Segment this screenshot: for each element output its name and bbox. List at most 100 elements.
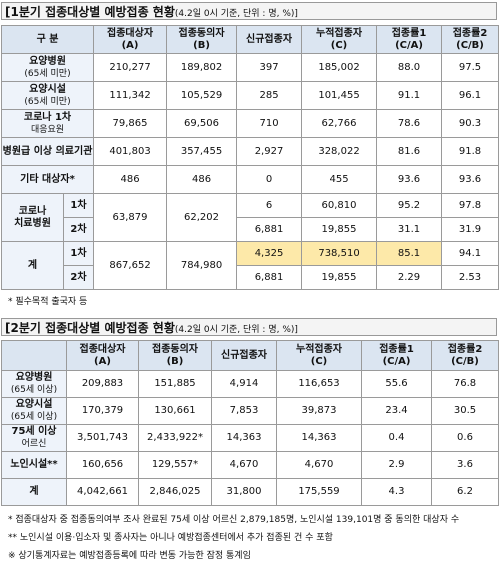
header-cell: 접종률1 (C/A) xyxy=(361,340,432,371)
cell-line: 코로나 1차 xyxy=(23,111,72,123)
row-label: 요양병원 (65세 이상) xyxy=(1,370,67,398)
header-cell: 접종동의자 (B) xyxy=(166,25,238,54)
cell: 175,559 xyxy=(276,478,362,506)
row-label: 코로나 1차 대응요원 xyxy=(0,109,95,138)
cell: 88.0 xyxy=(376,53,443,82)
table1-note: (4.2일 0시 기준, 단위 : 명, %)] xyxy=(174,9,298,19)
cell-line: 어르신 xyxy=(21,439,47,449)
row-label: 노인시설** xyxy=(1,451,67,479)
header-cell: 신규접종자 xyxy=(211,340,277,371)
cell-line: (65세 미만) xyxy=(24,96,71,107)
cell-line: 접종률1 xyxy=(391,27,427,39)
cell: 3,501,743 xyxy=(66,424,139,452)
cell-line: (65세 이상) xyxy=(10,412,58,422)
cell: 328,022 xyxy=(301,137,378,166)
header-cell: 접종동의자 (B) xyxy=(138,340,212,371)
cell: 7,853 xyxy=(211,397,277,425)
table2: 접종대상자 (A) 접종동의자 (B) 신규접종자 누적접종자 (C) 접종률1 (C/A) 접종… xyxy=(1,340,499,506)
cell: 6,881 xyxy=(236,217,303,242)
cell-line: 요양병원 xyxy=(29,55,66,67)
data-row: 요양시설 (65세 미만) 111,342 105,529 285 101,455 91.1… xyxy=(0,81,500,110)
cell: 101,455 xyxy=(301,81,378,110)
cell-line: 노인시설** xyxy=(10,459,58,470)
note: ** 노인시설 이용·입소자 및 종사자는 아니나 예방접종센터에서 추가 접종… xyxy=(8,533,333,543)
cell: 105,529 xyxy=(166,81,238,110)
dose-row: 2차 6,881 19,855 2.29 2.53 xyxy=(2,265,500,290)
header-cell: 누적접종자 (C) xyxy=(301,25,378,54)
cell: 738,510 xyxy=(301,241,378,266)
cell: 0.4 xyxy=(361,424,432,452)
row-label: 코로나 치료병원 xyxy=(1,193,64,242)
cell: 4.3 xyxy=(361,478,432,506)
cell: 6.2 xyxy=(431,478,499,506)
row-label: 요양병원 (65세 미만) xyxy=(0,53,95,82)
table1-footnote: * 필수목적 출국자 등 xyxy=(8,297,88,307)
header-cell: 접종대상자 (A) xyxy=(93,25,168,54)
cell: 210,277 xyxy=(93,53,168,82)
cell-line: 요양병원 xyxy=(15,372,53,383)
cell: 19,855 xyxy=(301,217,378,242)
dose-label: 1차 xyxy=(62,241,95,266)
cell: 3.6 xyxy=(431,451,499,479)
cell-line: 치료병원 xyxy=(14,217,51,229)
cell: 285 xyxy=(236,81,303,110)
cell: 0.6 xyxy=(431,424,499,452)
data-row: 75세 이상 어르신 3,501,743 2,433,922* 14,363 14,363… xyxy=(1,424,499,452)
header-cell: 접종률1 (C/A) xyxy=(376,25,443,54)
cell-line: 요양시설 xyxy=(15,399,53,410)
table2-note: (4.2일 0시 기준, 단위 : 명, %)] xyxy=(174,325,298,335)
cell: 4,325 xyxy=(236,241,303,266)
cell: 62,202 xyxy=(166,193,238,242)
cell: 94.1 xyxy=(441,241,500,266)
cell: 91.8 xyxy=(441,137,500,166)
cell: 170,379 xyxy=(66,397,139,425)
cell: 96.1 xyxy=(441,81,500,110)
cell: 4,042,661 xyxy=(66,478,139,506)
cell-line: 접종대상자 xyxy=(79,343,126,355)
cell-line: 신규접종자 xyxy=(221,349,267,361)
cell: 130,661 xyxy=(138,397,212,425)
header-row: 접종대상자 (A) 접종동의자 (B) 신규접종자 누적접종자 (C) 접종률1 (C/A) 접종… xyxy=(1,340,499,371)
cell: 97.5 xyxy=(441,53,500,82)
data-row: 요양병원 (65세 미만) 210,277 189,802 397 185,002 88.0… xyxy=(0,53,500,82)
cell: 0 xyxy=(236,165,303,194)
dose-label: 1차 xyxy=(62,193,95,218)
cell: 151,885 xyxy=(138,370,212,398)
cell: 23.4 xyxy=(361,397,432,425)
note: ※ 상기통계자료는 예방접종등록에 따라 변동 가능한 잠정 통계임 xyxy=(8,551,251,561)
cell: 62,766 xyxy=(301,109,378,138)
row-label: 계 xyxy=(1,241,64,290)
data-row: 노인시설** 160,656 129,557* 4,670 4,670 2.9 3.6 xyxy=(1,451,499,479)
cell-line: 구 분 xyxy=(36,33,59,45)
data-row: 병원급 이상 의료기관 401,803 357,455 2,927 328,022 81.… xyxy=(0,137,500,166)
header-row: 구 분 접종대상자 (A) 접종동의자 (B) 신규접종자 누적접종자 (C) 접종률1 (C/A… xyxy=(0,25,500,54)
cell: 97.8 xyxy=(441,193,500,218)
header-cell xyxy=(1,340,67,371)
cell: 6,881 xyxy=(236,265,303,290)
cell: 710 xyxy=(236,109,303,138)
cell: 2,927 xyxy=(236,137,303,166)
cell-line: 75세 이상 xyxy=(11,426,57,437)
header-cell: 접종률2 (C/B) xyxy=(441,25,500,54)
cell-line: 계 xyxy=(29,486,39,497)
cell: 14,363 xyxy=(276,424,362,452)
table2-title-bar: [2분기 접종대상별 예방접종 현황(4.2일 0시 기준, 단위 : 명, %… xyxy=(1,318,497,336)
cell-line: (C/A) xyxy=(382,355,411,367)
cell: 91.1 xyxy=(376,81,443,110)
header-cell: 신규접종자 xyxy=(236,25,303,54)
cell: 2.53 xyxy=(441,265,500,290)
cell: 209,883 xyxy=(66,370,139,398)
row-label: 병원급 이상 의료기관 xyxy=(0,137,95,166)
cell-line: 접종률1 xyxy=(379,343,414,355)
cell: 486 xyxy=(166,165,238,194)
cell: 185,002 xyxy=(301,53,378,82)
cell: 31,800 xyxy=(211,478,277,506)
cell: 14,363 xyxy=(211,424,277,452)
cell: 401,803 xyxy=(93,137,168,166)
cell-line: 접종동의자 xyxy=(178,27,225,39)
cell: 85.1 xyxy=(376,241,443,266)
header-cell: 누적접종자 (C) xyxy=(276,340,362,371)
cell: 76.8 xyxy=(431,370,499,398)
cell-line: (C/A) xyxy=(395,39,423,51)
dose-label: 2차 xyxy=(62,265,95,290)
